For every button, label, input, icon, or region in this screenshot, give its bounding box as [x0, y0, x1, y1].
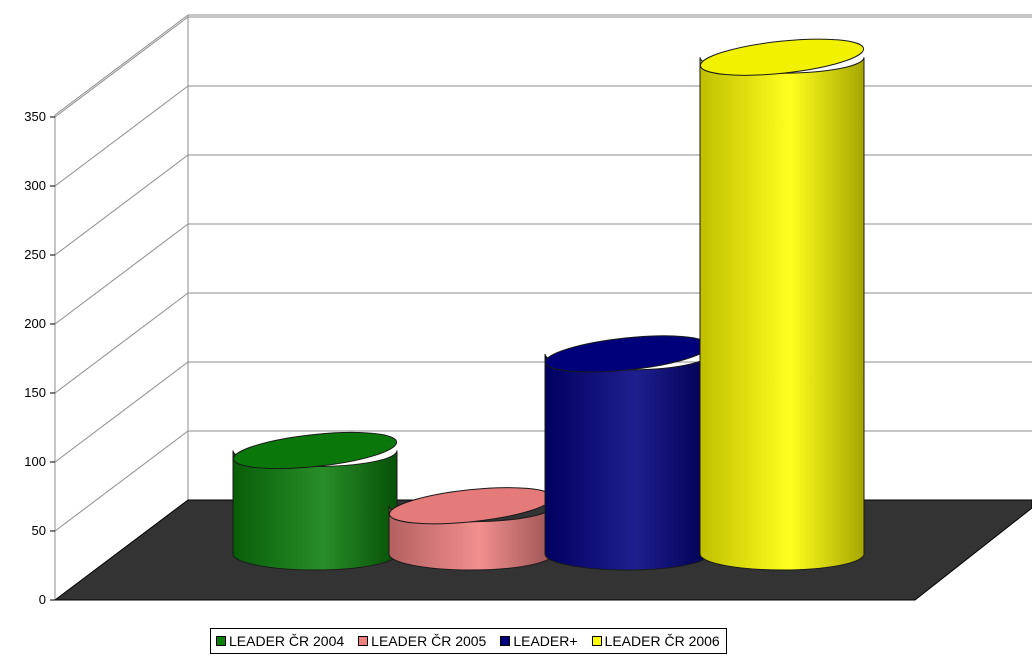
bar-body-2 — [544, 353, 710, 571]
y-tick-label-250: 250 — [24, 247, 46, 262]
legend-item-1: LEADER ČR 2005 — [358, 633, 486, 649]
legend-swatch-3 — [591, 636, 602, 646]
bar-3 — [699, 38, 865, 571]
side-wall-top-edge — [54, 14, 189, 116]
gridline-side-350 — [54, 16, 189, 118]
gridline-side-250 — [54, 154, 189, 256]
bars — [232, 38, 865, 571]
gridline-side-100 — [54, 361, 189, 463]
legend-item-2: LEADER+ — [500, 633, 578, 649]
y-tick-label-50: 50 — [32, 523, 46, 538]
bar-1 — [388, 487, 554, 571]
gridline-side-300 — [54, 85, 189, 187]
gridline-side-200 — [54, 223, 189, 325]
y-tick-label-100: 100 — [24, 454, 46, 469]
legend-label-1: LEADER ČR 2005 — [371, 633, 487, 649]
y-tick-label-200: 200 — [24, 316, 46, 331]
legend: LEADER ČR 2004 LEADER ČR 2005 LEADER+ LE… — [210, 628, 727, 654]
bar-body-3 — [699, 57, 865, 571]
legend-label-0: LEADER ČR 2004 — [229, 633, 345, 649]
legend-label-2: LEADER+ — [513, 633, 578, 649]
legend-swatch-0 — [216, 636, 226, 646]
legend-label-3: LEADER ČR 2006 — [604, 633, 720, 649]
bar-2 — [544, 335, 710, 571]
y-tick-label-300: 300 — [24, 178, 46, 193]
legend-item-0: LEADER ČR 2004 — [216, 633, 344, 649]
y-tick-label-0: 0 — [39, 592, 46, 607]
legend-swatch-2 — [500, 636, 511, 646]
gridlines — [54, 16, 1032, 532]
legend-item-3: LEADER ČR 2006 — [591, 633, 720, 649]
bar-body-0 — [232, 450, 398, 571]
gridline-side-50 — [54, 430, 189, 532]
legend-swatch-1 — [358, 636, 369, 646]
bar-top-3 — [699, 38, 865, 76]
y-tick-label-350: 350 — [24, 109, 46, 124]
y-tick-label-150: 150 — [24, 385, 46, 400]
y-axis: 0 50 100 150 200 250 300 350 — [24, 109, 55, 607]
gridline-side-150 — [54, 292, 189, 394]
bar-0 — [232, 431, 398, 571]
bar-top-0 — [232, 431, 398, 470]
chart-walls — [54, 14, 1032, 600]
